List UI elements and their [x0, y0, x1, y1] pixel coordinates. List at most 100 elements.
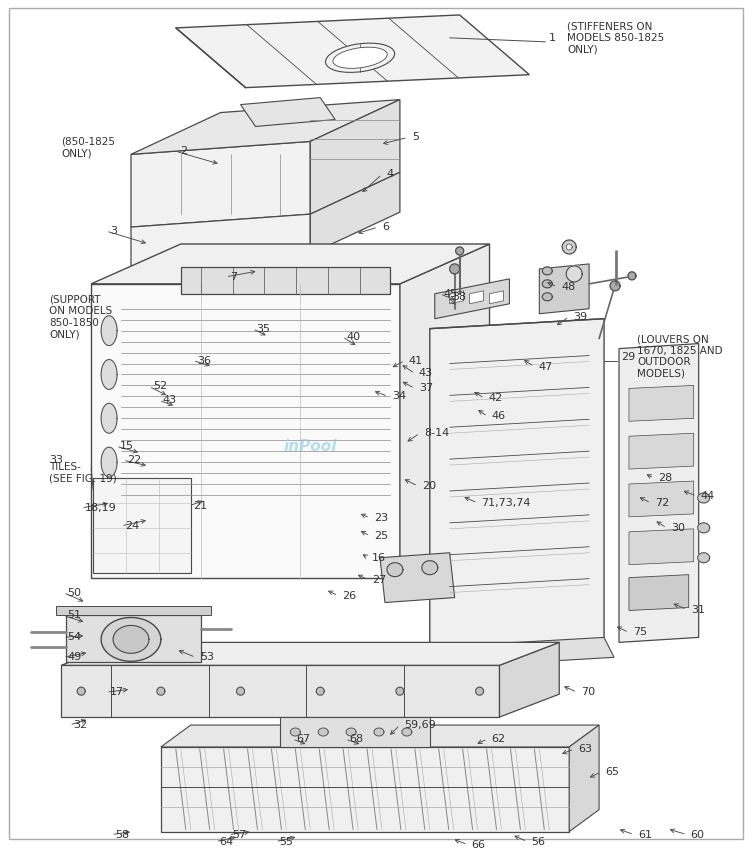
Polygon shape: [698, 523, 710, 533]
Text: 4: 4: [386, 169, 393, 179]
Text: 43: 43: [419, 368, 433, 378]
Text: 38: 38: [452, 292, 465, 302]
Polygon shape: [450, 264, 459, 274]
Text: 15: 15: [120, 441, 134, 451]
Polygon shape: [290, 728, 300, 736]
Text: 57: 57: [232, 830, 247, 840]
Text: 34: 34: [392, 391, 406, 401]
Text: 62: 62: [492, 734, 505, 744]
Text: 42: 42: [489, 394, 503, 404]
Polygon shape: [619, 343, 699, 643]
Text: 68: 68: [349, 734, 363, 744]
Polygon shape: [396, 687, 404, 695]
Polygon shape: [430, 638, 614, 667]
Text: 66: 66: [472, 840, 486, 849]
Text: 60: 60: [691, 830, 705, 840]
Text: 17: 17: [110, 687, 124, 697]
Text: TILES-
(SEE FIG. 19): TILES- (SEE FIG. 19): [50, 462, 117, 484]
Polygon shape: [387, 563, 403, 576]
Text: 30: 30: [671, 523, 685, 533]
Text: 70: 70: [581, 687, 596, 697]
Polygon shape: [422, 561, 438, 575]
Text: 40: 40: [346, 332, 360, 342]
Polygon shape: [499, 643, 559, 717]
Text: (850-1825
ONLY): (850-1825 ONLY): [61, 137, 115, 158]
Polygon shape: [346, 728, 356, 736]
Text: 51: 51: [67, 610, 81, 620]
Text: 20: 20: [422, 481, 436, 491]
Polygon shape: [161, 747, 569, 831]
Text: 49: 49: [67, 652, 81, 662]
Polygon shape: [56, 605, 211, 615]
Text: 45: 45: [444, 289, 458, 299]
Text: 58: 58: [115, 830, 129, 840]
Text: 25: 25: [374, 530, 388, 541]
Polygon shape: [628, 272, 636, 280]
Text: 63: 63: [578, 744, 592, 754]
Polygon shape: [402, 728, 412, 736]
Polygon shape: [542, 292, 552, 301]
Text: 36: 36: [197, 355, 211, 366]
Text: 61: 61: [638, 830, 652, 840]
Polygon shape: [93, 478, 191, 573]
Polygon shape: [161, 725, 599, 747]
Polygon shape: [430, 319, 604, 657]
Polygon shape: [91, 284, 400, 578]
Text: 29: 29: [621, 352, 635, 361]
Text: (SUPPORT
ON MODELS
850-1850
ONLY): (SUPPORT ON MODELS 850-1850 ONLY): [50, 294, 113, 339]
Polygon shape: [311, 99, 400, 214]
Polygon shape: [61, 666, 499, 717]
Polygon shape: [542, 280, 552, 288]
Polygon shape: [101, 447, 117, 477]
Polygon shape: [101, 404, 117, 434]
Text: 47: 47: [538, 361, 553, 371]
Text: 43: 43: [163, 395, 177, 405]
Polygon shape: [61, 643, 559, 666]
Text: 41: 41: [409, 355, 423, 366]
Text: 53: 53: [200, 652, 214, 662]
Text: 28: 28: [658, 473, 672, 483]
Text: 2: 2: [180, 146, 187, 156]
Ellipse shape: [333, 48, 387, 68]
Polygon shape: [311, 173, 400, 254]
Polygon shape: [91, 244, 490, 284]
Polygon shape: [542, 267, 552, 275]
Polygon shape: [490, 291, 504, 303]
Text: 26: 26: [342, 591, 356, 601]
Polygon shape: [102, 617, 161, 661]
Polygon shape: [374, 728, 384, 736]
Text: inPool: inPool: [284, 439, 337, 454]
Polygon shape: [698, 552, 710, 563]
Polygon shape: [157, 687, 165, 695]
Polygon shape: [237, 687, 244, 695]
Polygon shape: [131, 214, 311, 267]
Text: 27: 27: [372, 575, 387, 585]
Polygon shape: [380, 552, 455, 603]
Polygon shape: [698, 493, 710, 503]
Text: 54: 54: [67, 632, 81, 643]
Polygon shape: [629, 575, 689, 610]
Polygon shape: [629, 481, 693, 517]
Text: 48: 48: [561, 282, 575, 292]
Text: 55: 55: [280, 836, 293, 847]
Text: 1: 1: [549, 33, 556, 42]
Text: 64: 64: [220, 836, 234, 847]
Polygon shape: [456, 247, 464, 255]
Ellipse shape: [326, 43, 395, 72]
Text: 44: 44: [701, 491, 715, 501]
Polygon shape: [241, 98, 335, 127]
Polygon shape: [318, 728, 328, 736]
Polygon shape: [562, 240, 576, 254]
Text: 3: 3: [110, 226, 117, 236]
Text: 6: 6: [382, 222, 389, 232]
Polygon shape: [176, 15, 529, 88]
Text: 24: 24: [125, 521, 139, 531]
Text: 16: 16: [372, 552, 386, 563]
Text: 18,19: 18,19: [85, 503, 117, 513]
Text: 39: 39: [573, 312, 587, 321]
Polygon shape: [280, 717, 430, 747]
Text: 31: 31: [691, 604, 705, 615]
Text: 52: 52: [153, 382, 167, 391]
Text: 75: 75: [633, 627, 647, 638]
Polygon shape: [101, 315, 117, 346]
